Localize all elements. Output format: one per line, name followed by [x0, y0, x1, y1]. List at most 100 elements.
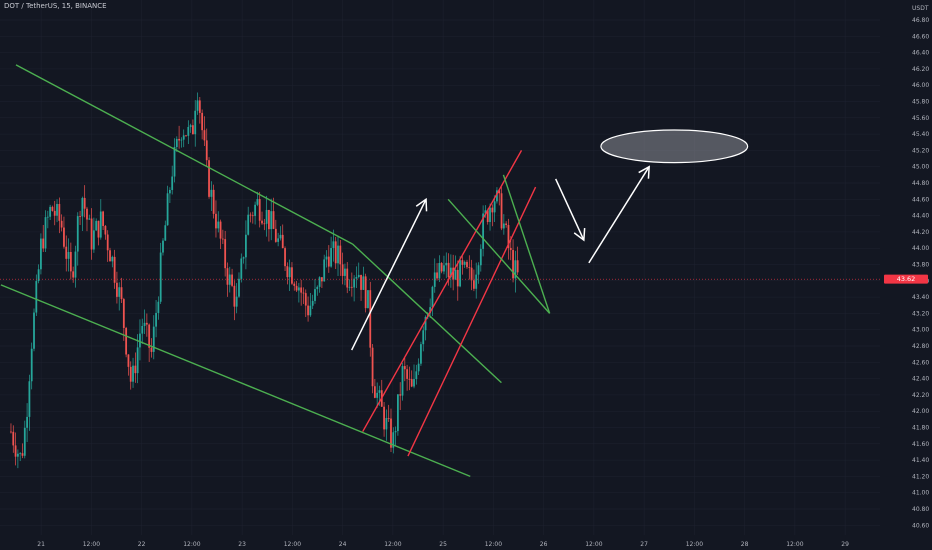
candle-body — [143, 322, 146, 326]
candle-body — [355, 277, 358, 279]
candle-body — [83, 197, 86, 209]
x-tick-label: 24 — [339, 541, 347, 548]
x-tick-label: 25 — [439, 541, 447, 548]
candle-body — [502, 223, 505, 229]
candle-body — [97, 220, 100, 238]
candle-body — [516, 260, 519, 273]
trendline-green[interactable] — [15, 64, 354, 245]
candle-body — [208, 160, 210, 197]
trendline-green[interactable] — [0, 284, 471, 478]
trendline-green[interactable] — [352, 243, 502, 384]
candle-body — [189, 125, 192, 127]
candle-body — [28, 381, 31, 417]
candle-body — [433, 272, 436, 287]
candle-body — [76, 216, 79, 252]
candle-body — [226, 268, 229, 285]
candle-body — [231, 274, 233, 286]
arrow[interactable] — [588, 165, 650, 264]
candle-body — [406, 369, 409, 379]
y-tick-label: 40.60 — [912, 522, 929, 529]
x-tick-label: 22 — [138, 541, 146, 548]
candle-body — [30, 348, 33, 382]
candle-body — [51, 206, 54, 211]
x-tick-label: 12:00 — [686, 541, 703, 548]
candle-body — [21, 453, 24, 456]
y-tick-label: 42.20 — [912, 392, 929, 399]
candle-body — [475, 274, 478, 289]
candle-body — [302, 292, 305, 294]
x-tick-label: 12:00 — [485, 541, 502, 548]
trendline-red[interactable] — [407, 186, 537, 457]
candle-body — [74, 251, 77, 278]
candle-body — [473, 280, 475, 289]
target-ellipse[interactable] — [600, 129, 749, 164]
candle-body — [139, 333, 141, 348]
candle-body — [168, 189, 171, 194]
candle-body — [387, 418, 390, 419]
y-tick-label: 45.80 — [912, 99, 929, 106]
y-tick-label: 44.00 — [912, 245, 929, 252]
candle-body — [397, 394, 399, 432]
candle-body — [415, 371, 418, 380]
candle-body — [132, 365, 134, 382]
x-tick-label: 27 — [640, 541, 648, 548]
candle-body — [44, 217, 47, 249]
candle-body — [65, 246, 68, 259]
candle-body — [394, 431, 397, 433]
candle-body — [150, 347, 153, 352]
drawings[interactable] — [0, 64, 749, 478]
candle-body — [72, 271, 75, 278]
candle-body — [403, 366, 406, 370]
y-tick-label: 44.80 — [912, 180, 929, 187]
candle-body — [148, 324, 151, 348]
x-tick-label: 12:00 — [183, 541, 200, 548]
candle-body — [217, 221, 220, 229]
current-price-tag: 43.62 — [884, 274, 928, 284]
candle-body — [505, 223, 508, 225]
candle-body — [33, 312, 35, 349]
candle-body — [235, 296, 238, 307]
trendline-green[interactable] — [502, 174, 551, 314]
candle-body — [182, 135, 185, 140]
x-tick-label: 12:00 — [384, 541, 401, 548]
candle-body — [270, 211, 273, 230]
candle-body — [399, 394, 402, 396]
candle-body — [221, 238, 224, 240]
y-tick-label: 46.80 — [912, 17, 929, 24]
x-tick-label: 21 — [37, 541, 45, 548]
candle-body — [106, 234, 109, 251]
candle-body — [212, 189, 215, 214]
candle-body — [369, 290, 372, 348]
candle-body — [445, 262, 448, 266]
arrow[interactable] — [555, 178, 586, 242]
y-tick-label: 43.00 — [912, 327, 929, 334]
candle-body — [364, 276, 367, 309]
candle-body — [274, 228, 277, 242]
candle-body — [420, 344, 422, 364]
candle-body — [58, 203, 61, 221]
time-axis[interactable] — [0, 535, 932, 550]
candle-body — [129, 366, 132, 382]
candle-body — [127, 354, 130, 367]
trendline-red[interactable] — [362, 150, 523, 432]
candle-body — [109, 250, 111, 262]
candle-body — [284, 248, 286, 267]
candle-body — [286, 266, 289, 278]
candle-body — [509, 247, 512, 251]
candle-body — [92, 230, 95, 250]
candle-body — [429, 307, 432, 314]
candle-body — [482, 213, 485, 249]
arrow[interactable] — [350, 197, 428, 351]
candle-body — [187, 126, 190, 136]
candle-body — [196, 100, 199, 111]
trendline-green[interactable] — [447, 198, 551, 314]
candle-body — [498, 190, 501, 194]
x-tick-label: 29 — [841, 541, 849, 548]
candle-body — [249, 214, 252, 216]
candle-body — [348, 286, 351, 288]
candle-body — [265, 209, 268, 224]
candle-body — [23, 427, 26, 456]
candle-body — [410, 379, 413, 387]
candle-body — [203, 130, 206, 141]
